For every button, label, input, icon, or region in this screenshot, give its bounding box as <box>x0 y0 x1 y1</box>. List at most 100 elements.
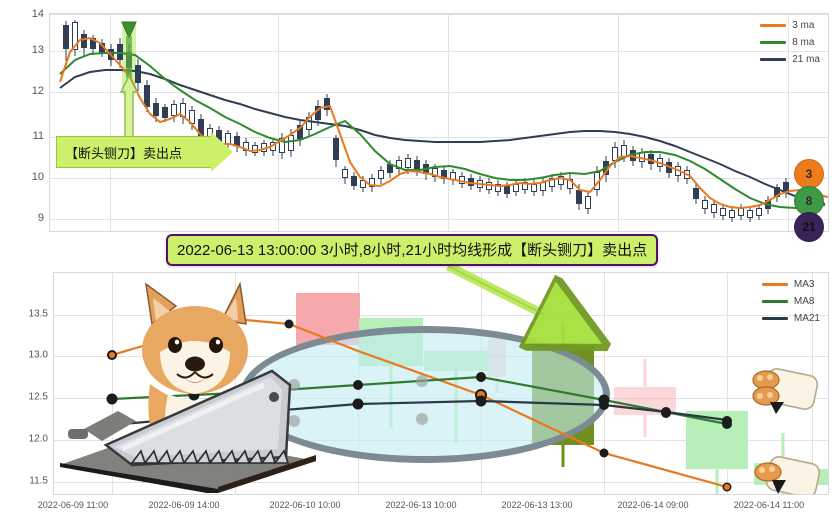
candlestick <box>702 196 708 214</box>
candlestick <box>468 174 474 190</box>
candlestick <box>747 206 753 222</box>
candlestick <box>279 133 285 159</box>
detail-chart-plot-area[interactable]: MA3 MA8 MA21 <box>53 272 829 495</box>
gridline-horizontal <box>54 315 828 316</box>
legend-item[interactable]: 8 ma <box>760 37 820 48</box>
candlestick <box>252 142 258 156</box>
candlestick <box>243 138 249 156</box>
candlestick <box>486 178 492 194</box>
candlestick <box>639 148 645 168</box>
candlestick <box>306 112 312 136</box>
main-chart-y-axis: 14 13 12 11 10 9 <box>0 0 44 232</box>
legend-item[interactable]: MA21 <box>761 313 820 324</box>
x-tick-label: 2022-06-10 10:00 <box>269 500 341 510</box>
main-chart-plot-area[interactable]: 【断头铡刀】卖出点 3 ma 8 ma 21 ma <box>49 13 829 232</box>
x-tick-label: 2022-06-14 09:00 <box>617 500 689 510</box>
candlestick <box>297 120 303 146</box>
candlestick <box>765 196 771 214</box>
candlestick <box>441 166 447 184</box>
candlestick <box>117 38 123 68</box>
candlestick <box>369 174 375 192</box>
x-tick-label: 2022-06-09 14:00 <box>148 500 220 510</box>
candlestick <box>648 150 654 170</box>
legend-item[interactable]: MA8 <box>761 296 820 307</box>
gridline-vertical <box>448 14 449 231</box>
candlestick <box>144 80 150 112</box>
y-tick-label: 12 <box>31 85 44 97</box>
y-tick-label: 13.5 <box>28 308 48 320</box>
candlestick <box>324 94 330 116</box>
candlestick <box>261 140 267 156</box>
y-tick-label: 14 <box>31 8 44 20</box>
legend-item[interactable]: 3 ma <box>760 20 820 31</box>
ma-badge-8[interactable]: 8 <box>794 186 824 216</box>
gridline-vertical <box>727 273 728 494</box>
candlestick <box>162 104 168 122</box>
y-tick-label: 10 <box>31 171 44 183</box>
y-tick-label: 11.5 <box>29 475 48 487</box>
y-tick-label: 11 <box>32 130 44 142</box>
legend-item[interactable]: MA3 <box>761 279 820 290</box>
candlestick <box>189 106 195 130</box>
candlestick <box>126 44 132 78</box>
legend-label-8ma: 8 ma <box>792 37 815 48</box>
candlestick <box>567 174 573 194</box>
candlestick <box>540 178 546 196</box>
detail-candlestick <box>686 411 748 494</box>
candlestick <box>63 21 69 61</box>
candlestick <box>108 44 114 66</box>
candlestick <box>666 158 672 178</box>
legend-label-ma21: MA21 <box>793 313 820 324</box>
candlestick <box>153 98 159 122</box>
ma-badge-21[interactable]: 21 <box>794 212 824 242</box>
candlestick <box>378 166 384 184</box>
candlestick <box>693 184 699 204</box>
main-chart-legend: 3 ma 8 ma 21 ma <box>760 20 820 65</box>
main-candlestick-chart: 14 13 12 11 10 9 <box>0 0 839 242</box>
gridline-vertical <box>278 14 279 231</box>
paw-cursor-icon <box>752 368 819 414</box>
legend-swatch-ma8 <box>761 300 788 303</box>
candlestick <box>576 184 582 210</box>
legend-label-ma3: MA3 <box>793 279 815 290</box>
candlestick <box>387 160 393 178</box>
legend-label-ma8: MA8 <box>793 296 815 307</box>
sell-point-callout[interactable]: 【断头铡刀】卖出点 <box>56 132 233 172</box>
x-tick-label: 2022-06-13 13:00 <box>501 500 573 510</box>
ma-badge-3-label: 3 <box>805 167 813 181</box>
candlestick <box>72 20 78 56</box>
candlestick <box>783 178 789 198</box>
candlestick <box>234 132 240 152</box>
detail-chart-x-axis: 2022-06-09 11:00 2022-06-09 14:00 2022-0… <box>0 500 839 520</box>
signal-banner-text: 2022-06-13 13:00:00 3小时,8小时,21小时均线形成【断头铡… <box>177 242 648 259</box>
candlestick <box>603 156 609 182</box>
candlestick <box>342 166 348 184</box>
candlestick <box>360 176 366 192</box>
legend-item[interactable]: 21 ma <box>760 54 820 65</box>
candlestick <box>180 98 186 124</box>
detail-chart-y-axis: 13.5 13.0 12.5 12.0 11.5 <box>0 264 48 487</box>
signal-banner[interactable]: 2022-06-13 13:00:00 3小时,8小时,21小时均线形成【断头铡… <box>166 234 659 266</box>
ma-badge-21-label: 21 <box>802 220 816 234</box>
candlestick <box>81 30 87 56</box>
detail-candlestick <box>614 359 676 437</box>
candlestick <box>171 100 177 122</box>
candlestick <box>477 176 483 192</box>
candlestick <box>522 178 528 194</box>
candlestick <box>612 142 618 168</box>
candlestick <box>630 146 636 166</box>
candlestick <box>135 59 141 91</box>
candlestick <box>405 154 411 174</box>
candlestick <box>513 180 519 196</box>
legend-swatch-21ma <box>760 58 787 61</box>
ma-badge-3[interactable]: 3 <box>794 159 824 189</box>
candlestick <box>756 204 762 220</box>
y-tick-label: 12.0 <box>28 433 48 445</box>
candlestick <box>549 174 555 192</box>
candlestick <box>729 206 735 222</box>
candlestick <box>315 100 321 126</box>
candlestick <box>675 162 681 182</box>
gridline-horizontal <box>50 51 828 52</box>
paw-cursor-icon <box>754 456 821 494</box>
